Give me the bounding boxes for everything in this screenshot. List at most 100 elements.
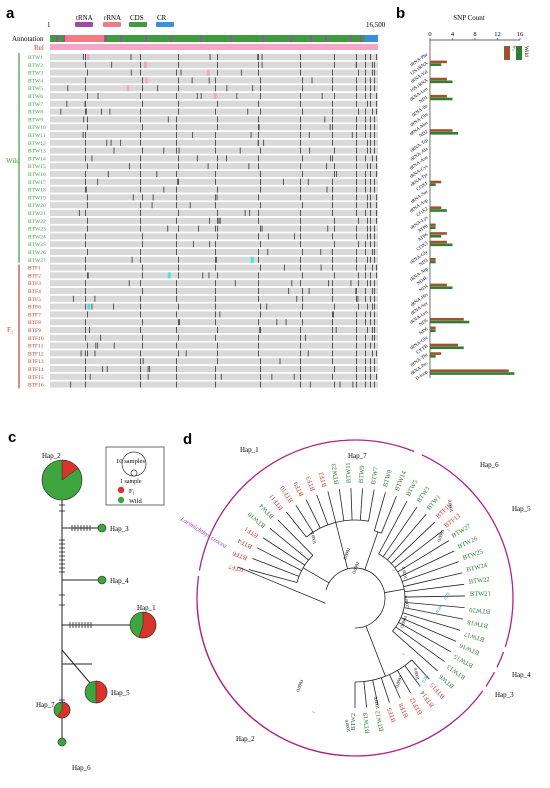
snp-mark xyxy=(185,350,187,357)
snp-mark xyxy=(282,178,284,185)
snp-mark xyxy=(376,210,377,216)
snp-mark xyxy=(300,264,301,271)
snp-mark xyxy=(332,334,333,341)
sample-track xyxy=(50,249,378,255)
snp-mark xyxy=(300,311,301,318)
c-legend-dot xyxy=(117,496,125,504)
snp-mark xyxy=(140,225,141,232)
snp-mark xyxy=(367,100,368,107)
snp-mark xyxy=(334,272,335,279)
tip-branch xyxy=(390,521,435,564)
snp-mark xyxy=(260,303,261,310)
snp-mark xyxy=(365,381,366,388)
tip-label: BTW5 xyxy=(405,479,420,498)
annotation-rrna xyxy=(64,35,104,42)
snp-mark xyxy=(176,233,177,240)
snp-mark xyxy=(200,93,202,99)
snp-mark xyxy=(178,163,179,170)
snp-mark xyxy=(372,334,373,341)
snp-mark xyxy=(217,116,218,123)
snp-bar-f1 xyxy=(430,352,442,355)
snp-mark xyxy=(258,272,259,279)
snp-mark xyxy=(356,163,357,170)
tip-branch xyxy=(398,622,452,653)
snp-mark xyxy=(217,233,218,240)
snp-mark xyxy=(84,350,86,357)
indel-mark xyxy=(213,93,217,99)
snp-bar-f1 xyxy=(430,223,436,227)
clade-stem xyxy=(365,625,386,677)
snp-mark xyxy=(334,93,335,99)
sample-label: BTF11 xyxy=(28,344,44,350)
snp-mark xyxy=(176,132,177,138)
sample-label: BTW9 xyxy=(28,117,43,123)
annotation-trna xyxy=(310,35,312,42)
snp-mark xyxy=(219,311,221,318)
snp-mark xyxy=(258,163,259,170)
snp-mark xyxy=(370,319,371,326)
snp-mark xyxy=(85,186,86,193)
haplotype-label: Hap_4 xyxy=(110,577,129,585)
snp-mark xyxy=(374,147,375,154)
snp-mark xyxy=(300,139,301,146)
snp-mark xyxy=(192,132,194,138)
snp-mark xyxy=(216,194,218,201)
snp-mark xyxy=(142,358,144,365)
snp-mark xyxy=(356,85,357,92)
legend-swatch-trna xyxy=(75,22,93,27)
snp-mark xyxy=(376,54,377,60)
snp-mark xyxy=(178,256,179,263)
snp-mark xyxy=(250,132,252,138)
sample-row: BTF2 xyxy=(28,272,378,279)
snp-mark xyxy=(87,93,88,99)
haplotype-label: Hap_7 xyxy=(36,701,55,709)
snp-mark xyxy=(376,272,377,279)
snp-mark xyxy=(365,249,366,255)
snp-mark xyxy=(178,210,179,216)
snp-mark xyxy=(178,108,179,115)
snp-mark xyxy=(260,93,261,99)
bootstrap-value: 1 xyxy=(391,568,396,572)
snp-mark xyxy=(374,139,375,146)
snp-mark xyxy=(367,202,368,209)
group-wild-label: Wild xyxy=(6,157,20,165)
bootstrap-value: 0.88 xyxy=(421,674,430,684)
snp-mark xyxy=(365,124,366,131)
snp-mark xyxy=(365,132,366,138)
snp-mark xyxy=(365,288,366,294)
tip-label: BTF11 xyxy=(268,493,285,512)
snp-mark xyxy=(217,163,218,170)
snp-mark xyxy=(142,241,143,248)
sample-label: BTF5 xyxy=(28,297,41,303)
snp-mark xyxy=(376,264,377,271)
snp-mark xyxy=(140,61,141,68)
snp-mark xyxy=(356,381,357,388)
snp-mark xyxy=(87,225,88,232)
snp-mark xyxy=(176,147,177,154)
snp-mark xyxy=(157,85,159,92)
snp-mark xyxy=(189,202,191,209)
snp-mark xyxy=(176,124,177,131)
snp-mark xyxy=(332,108,333,115)
snp-mark xyxy=(258,295,259,302)
snp-bar-f1 xyxy=(430,94,447,98)
snp-mark xyxy=(100,334,102,341)
snp-mark xyxy=(85,303,86,310)
snp-mark xyxy=(365,295,366,302)
snp-mark xyxy=(151,202,153,209)
snp-mark xyxy=(283,264,285,271)
snp-mark xyxy=(85,108,87,115)
tip-label: BTW21 xyxy=(470,590,491,597)
snp-mark xyxy=(258,233,259,240)
snp-mark xyxy=(356,264,357,271)
snp-mark xyxy=(365,77,366,84)
snp-mark xyxy=(178,319,179,326)
tip-branch xyxy=(327,491,337,523)
snp-mark xyxy=(260,264,261,271)
snp-mark xyxy=(258,334,259,341)
snp-mark xyxy=(260,358,261,365)
sample-label: BTW3 xyxy=(28,71,43,77)
snp-mark xyxy=(249,210,251,216)
snp-mark xyxy=(215,241,216,248)
snp-mark xyxy=(332,233,333,240)
